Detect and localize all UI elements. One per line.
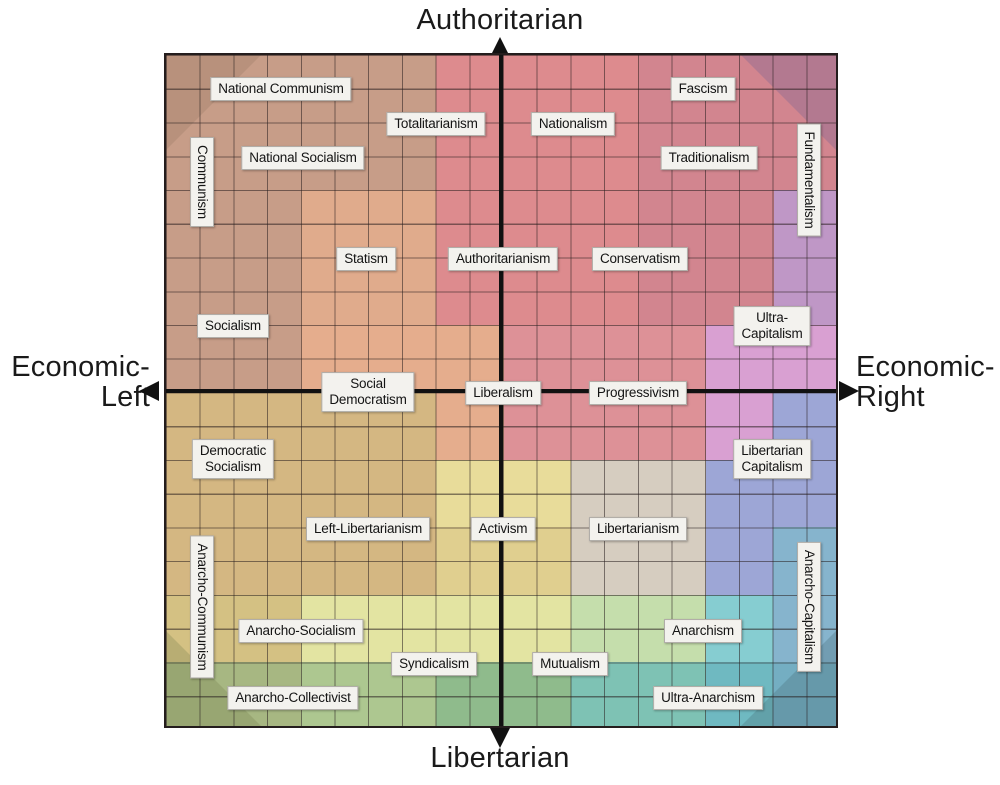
chip-liberalism[interactable]: Liberalism	[465, 381, 541, 405]
chip-authoritarianism[interactable]: Authoritarianism	[447, 247, 559, 271]
chip-left-libertarianism[interactable]: Left-Libertarianism	[306, 517, 430, 541]
chip-national-communism[interactable]: National Communism	[210, 77, 352, 101]
chip-ultra-capitalism[interactable]: Ultra-Capitalism	[733, 306, 811, 346]
chip-social-democratism[interactable]: Social Democratism	[321, 372, 415, 412]
axis-label-authoritarian: Authoritarian	[416, 4, 584, 36]
political-compass-plot: National Communism Totalitarianism Natio…	[164, 53, 838, 728]
axis-label-economic-left: Economic- Left	[11, 351, 150, 413]
chip-fundamentalism[interactable]: Fundamentalism	[797, 123, 821, 237]
chip-anarcho-socialism[interactable]: Anarcho-Socialism	[238, 619, 364, 643]
chip-syndicalism[interactable]: Syndicalism	[391, 652, 477, 676]
chip-progressivism[interactable]: Progressivism	[588, 381, 688, 405]
chip-libertarian-capitalism[interactable]: Libertarian Capitalism	[733, 439, 811, 479]
axis-arrow-right-icon	[839, 381, 859, 401]
axis-arrow-down-icon	[490, 728, 510, 748]
chip-anarcho-capitalism[interactable]: Anarcho-Capitalism	[797, 541, 821, 673]
chip-ultra-anarchism[interactable]: Ultra-Anarchism	[653, 686, 763, 710]
chip-fascism[interactable]: Fascism	[670, 77, 736, 101]
chip-mutualism[interactable]: Mutualism	[532, 652, 608, 676]
axis-label-libertarian: Libertarian	[430, 742, 570, 774]
chip-conservatism[interactable]: Conservatism	[591, 247, 689, 271]
chip-anarchism[interactable]: Anarchism	[664, 619, 742, 643]
chip-activism[interactable]: Activism	[470, 517, 536, 541]
chip-nationalism[interactable]: Nationalism	[530, 112, 616, 136]
axis-arrow-left-icon	[139, 381, 159, 401]
axis-label-economic-right: Economic- Right	[856, 351, 995, 413]
chip-traditionalism[interactable]: Traditionalism	[660, 146, 758, 170]
chip-anarcho-collectivist[interactable]: Anarcho-Collectivist	[227, 686, 359, 710]
chip-anarcho-communism[interactable]: Anarcho-Communism	[190, 535, 214, 679]
chip-statism[interactable]: Statism	[336, 247, 396, 271]
chip-socialism[interactable]: Socialism	[197, 314, 269, 338]
chip-libertarianism[interactable]: Libertarianism	[589, 517, 687, 541]
chip-democratic-socialism[interactable]: Democratic Socialism	[191, 439, 275, 479]
chip-national-socialism[interactable]: National Socialism	[241, 146, 365, 170]
axis-arrow-up-icon	[490, 37, 510, 57]
chip-totalitarianism[interactable]: Totalitarianism	[386, 112, 486, 136]
chip-communism[interactable]: Communism	[190, 137, 214, 227]
